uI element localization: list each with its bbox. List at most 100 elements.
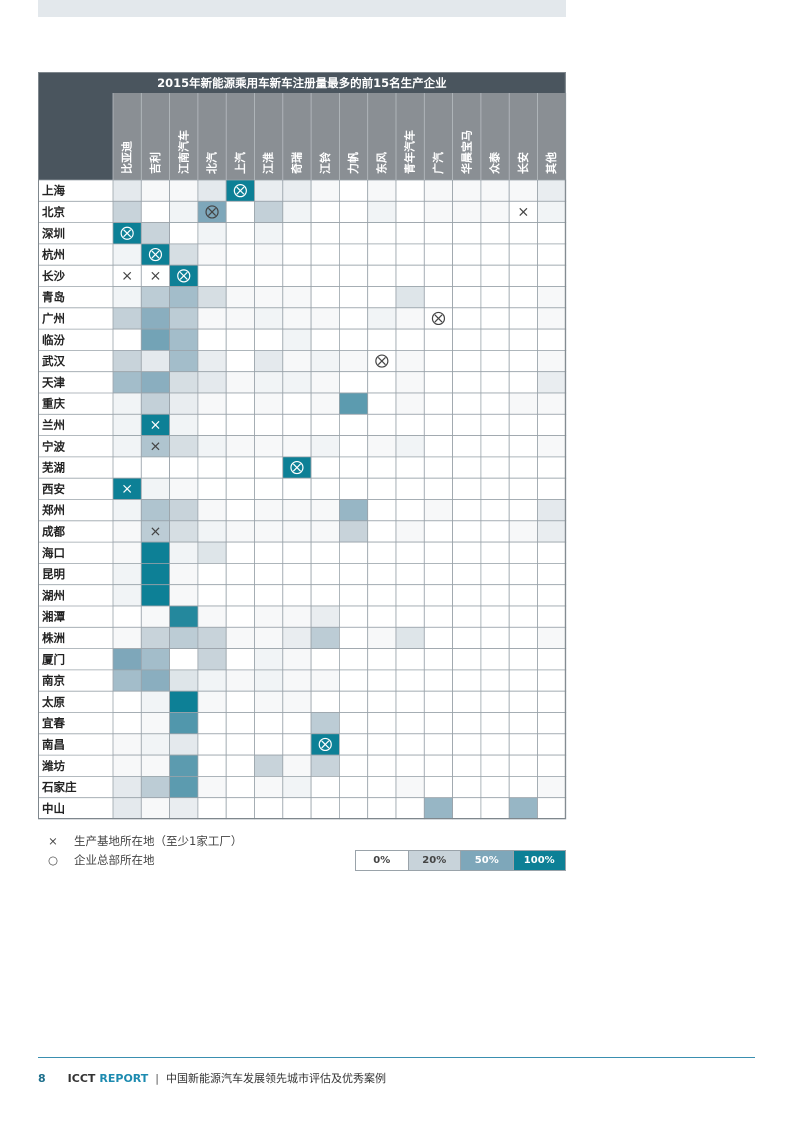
heatmap-cell — [480, 626, 510, 649]
heatmap-cell — [395, 648, 425, 671]
heatmap-cell — [367, 562, 397, 586]
heatmap-cell — [452, 520, 482, 543]
headquarters-marker — [120, 226, 134, 240]
row-label: 株洲 — [42, 631, 65, 645]
heatmap-cell — [423, 264, 453, 287]
row-label-cell — [38, 307, 113, 330]
row-label: 昆明 — [42, 567, 65, 581]
heatmap-cell — [169, 648, 199, 671]
heatmap-cell — [197, 754, 227, 777]
heatmap-cell — [169, 690, 199, 713]
chart-title: 2015年新能源乘用车新车注册量最多的前15名生产企业 — [157, 76, 447, 90]
heatmap-cell — [197, 520, 227, 543]
heatmap-cell — [225, 435, 255, 458]
footer-brand: ICCT — [67, 1072, 96, 1085]
row-label-cell — [38, 542, 113, 564]
legend-production-text: 生产基地所在地（至少1家工厂） — [74, 834, 243, 848]
heatmap-cell — [112, 626, 142, 649]
row-label: 太原 — [41, 695, 65, 709]
heatmap-cell — [367, 626, 397, 649]
headquarters-marker — [233, 184, 247, 198]
heatmap-cell — [452, 648, 482, 671]
heatmap-cell — [310, 413, 340, 436]
heatmap-cell — [367, 499, 397, 522]
heatmap-cell — [395, 456, 425, 479]
heatmap-cell — [254, 435, 284, 458]
heatmap-cell — [452, 243, 482, 266]
heatmap-cell — [197, 584, 227, 607]
heatmap-cell — [140, 541, 171, 564]
heatmap-cell — [140, 307, 171, 330]
heatmap-cell — [367, 605, 397, 628]
row-label-cell — [38, 606, 113, 628]
heatmap-cell — [225, 733, 255, 756]
heatmap-cell — [508, 243, 538, 266]
heatmap-cell — [197, 371, 227, 394]
heatmap-cell — [310, 307, 340, 330]
heatmap-cell — [395, 797, 425, 820]
row-label-cell — [38, 669, 113, 692]
heatmap-cell — [508, 307, 538, 330]
heatmap-cell — [310, 264, 340, 287]
heatmap-cell — [338, 499, 369, 522]
heatmap-cell — [112, 690, 142, 713]
heatmap-cell — [254, 200, 284, 224]
heatmap-cell — [338, 712, 369, 735]
heatmap-cell — [338, 456, 369, 479]
heatmap-cell — [537, 413, 567, 436]
legend-production: × 生产基地所在地（至少1家工厂） — [44, 832, 242, 850]
footer-separator: | — [155, 1072, 160, 1085]
heatmap-cell — [282, 648, 312, 671]
heatmap-cell — [112, 307, 142, 330]
heatmap-cell — [254, 754, 284, 777]
heatmap-cell — [282, 520, 312, 543]
row-label: 上海 — [42, 184, 65, 198]
heatmap-cell — [169, 413, 199, 436]
scale-0: 0% — [356, 851, 408, 870]
heatmap-cell — [310, 179, 340, 202]
heatmap-cell — [140, 200, 171, 224]
heatmap-cell — [480, 754, 510, 777]
column-label: 北汽 — [205, 152, 219, 174]
heatmap-cell — [452, 456, 482, 479]
heatmap-cell — [338, 605, 369, 628]
heatmap-cell — [367, 541, 397, 564]
heatmap-cell — [423, 392, 453, 415]
heatmap-cell — [452, 626, 482, 649]
headquarters-marker — [290, 460, 304, 475]
row-label-cell — [38, 776, 113, 798]
row-label: 中山 — [42, 801, 65, 815]
row-label: 天津 — [42, 375, 65, 389]
heatmap-cell — [112, 605, 142, 628]
heatmap-cell — [537, 392, 567, 415]
heatmap-cell — [338, 477, 369, 500]
heatmap-cell — [140, 690, 171, 713]
row-label: 厦门 — [42, 652, 65, 666]
heatmap-cell — [225, 200, 255, 224]
row-label-cell — [38, 371, 113, 393]
heatmap-cell — [254, 520, 284, 543]
heatmap-cell — [537, 349, 567, 373]
heatmap-cell — [395, 328, 425, 351]
production-marker — [519, 207, 528, 216]
row-label-cell — [38, 222, 113, 244]
heatmap-cell — [395, 541, 425, 564]
heatmap-cell — [367, 477, 397, 500]
heatmap-cell — [423, 690, 453, 713]
heatmap-cell — [367, 243, 397, 266]
heatmap-cell — [423, 797, 453, 820]
heatmap-cell — [423, 712, 453, 735]
heatmap-cell — [140, 286, 171, 309]
heatmap-cell — [508, 392, 538, 415]
heatmap-cell — [480, 733, 510, 756]
heatmap-cell — [140, 733, 171, 756]
heatmap-cell — [282, 349, 312, 373]
heatmap-cell — [254, 626, 284, 649]
heatmap-cell — [310, 712, 340, 735]
heatmap-cell — [338, 413, 369, 436]
column-label: 江铃 — [318, 152, 332, 174]
heatmap-cell — [169, 371, 199, 394]
heatmap-cell — [452, 413, 482, 436]
heatmap-cell — [140, 371, 171, 394]
row-label-cell — [38, 648, 113, 670]
